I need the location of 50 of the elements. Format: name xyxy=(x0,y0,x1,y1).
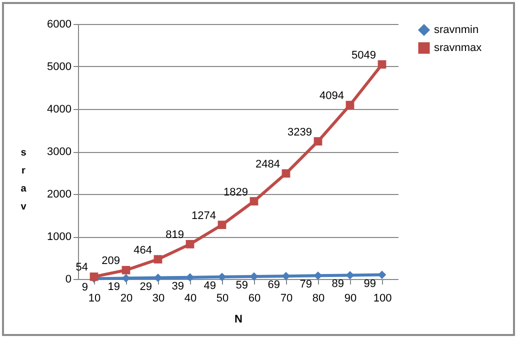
data-label: 819 xyxy=(166,229,184,242)
y-tick-label: 0 xyxy=(65,274,72,286)
x-tick-label: 60 xyxy=(248,292,261,304)
point xyxy=(346,100,354,110)
data-label: 464 xyxy=(134,244,152,256)
point xyxy=(122,266,130,274)
data-label: 1274 xyxy=(192,210,216,222)
data-label: 29 xyxy=(140,280,152,293)
point xyxy=(314,137,322,146)
legend-label: sravnmax xyxy=(434,42,482,54)
data-label: 99 xyxy=(364,278,376,290)
data-label: 2484 xyxy=(256,158,280,170)
data-label: 19 xyxy=(108,281,120,294)
data-label: 54 xyxy=(76,262,88,274)
x-tick-label: 10 xyxy=(88,292,101,304)
data-label: 9 xyxy=(82,282,88,294)
x-tick-label: 90 xyxy=(344,292,357,304)
data-label: 5049 xyxy=(352,49,376,62)
data-label: 39 xyxy=(172,280,184,292)
data-label: 209 xyxy=(102,255,120,268)
x-tick-label: 70 xyxy=(280,292,293,304)
point xyxy=(218,220,226,230)
x-tick-label: 50 xyxy=(216,292,229,304)
data-label: 3239 xyxy=(288,126,312,138)
x-tick-label: 20 xyxy=(120,292,133,304)
y-tick-label: 5000 xyxy=(47,61,72,73)
y-tick-label: 1000 xyxy=(47,231,72,243)
point xyxy=(250,197,258,206)
x-tick-label: 100 xyxy=(373,292,392,304)
x-tick-label: 30 xyxy=(152,292,165,304)
data-label: 49 xyxy=(204,280,216,292)
point xyxy=(186,240,194,248)
y-tick-label: 4000 xyxy=(47,104,72,116)
data-label: 69 xyxy=(268,279,280,292)
legend-label: sravnmin xyxy=(434,24,479,36)
data-label: 1829 xyxy=(224,186,248,198)
x-tick-label: 40 xyxy=(184,292,197,304)
x-axis-title: N xyxy=(234,314,243,326)
point xyxy=(282,169,290,178)
data-label: 89 xyxy=(332,278,344,290)
point xyxy=(154,255,162,264)
y-tick-label: 3000 xyxy=(47,146,72,158)
y-axis-title: srav xyxy=(20,148,27,212)
y-tick-label: 6000 xyxy=(47,18,72,30)
point xyxy=(378,60,386,69)
data-label: 79 xyxy=(300,278,312,291)
y-tick-label: 2000 xyxy=(47,188,72,200)
data-label: 4094 xyxy=(320,90,344,102)
data-label: 59 xyxy=(236,279,248,292)
x-tick-label: 80 xyxy=(312,292,325,304)
